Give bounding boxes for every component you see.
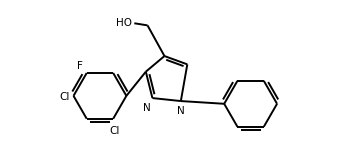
Text: HO: HO [116, 18, 132, 28]
Text: N: N [177, 106, 185, 116]
Text: Cl: Cl [109, 126, 119, 136]
Text: Cl: Cl [59, 92, 69, 102]
Text: N: N [142, 103, 150, 113]
Text: F: F [77, 61, 83, 71]
